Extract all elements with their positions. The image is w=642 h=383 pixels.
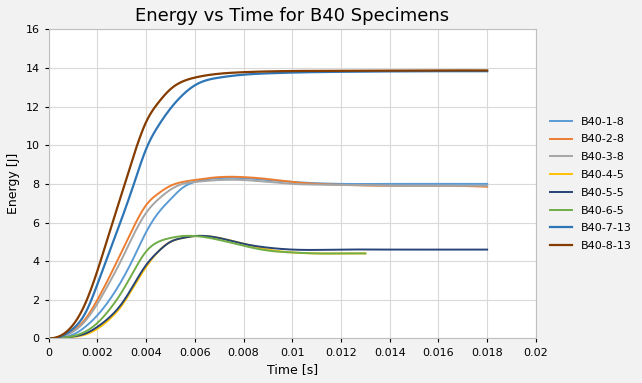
B40-6-5	[83, 329, 91, 333]
B40-3-8	[45, 336, 53, 341]
B40-2-8	[322, 182, 329, 187]
B40-6-5	[170, 235, 178, 239]
Line: B40-3-8: B40-3-8	[49, 180, 487, 339]
B40-1-8	[98, 308, 105, 313]
B40-1-8	[483, 182, 491, 186]
B40-6-5	[148, 244, 156, 248]
B40-5-5	[196, 234, 204, 238]
B40-4-5	[196, 234, 204, 238]
B40-3-8	[483, 183, 491, 188]
B40-1-8	[227, 175, 235, 180]
B40-2-8	[365, 183, 372, 188]
B40-2-8	[98, 290, 105, 295]
B40-2-8	[187, 178, 195, 183]
Y-axis label: Energy [J]: Energy [J]	[7, 153, 20, 214]
B40-1-8	[362, 182, 370, 186]
B40-3-8	[362, 183, 370, 188]
B40-8-13	[361, 69, 369, 73]
Line: B40-1-8: B40-1-8	[49, 178, 487, 339]
B40-7-13	[45, 336, 53, 341]
B40-4-5	[46, 336, 53, 341]
B40-8-13	[218, 71, 226, 76]
B40-2-8	[218, 175, 226, 179]
B40-3-8	[365, 183, 372, 188]
B40-2-8	[362, 183, 370, 188]
B40-7-13	[322, 70, 329, 74]
B40-1-8	[365, 182, 372, 186]
B40-8-13	[45, 336, 53, 341]
B40-1-8	[45, 336, 53, 341]
B40-1-8	[187, 181, 195, 185]
B40-5-5	[323, 247, 331, 252]
B40-7-13	[99, 268, 107, 273]
B40-8-13	[320, 69, 328, 73]
B40-8-13	[363, 69, 371, 73]
B40-2-8	[483, 185, 491, 189]
Line: B40-5-5: B40-5-5	[49, 236, 487, 339]
B40-3-8	[98, 295, 105, 299]
B40-3-8	[218, 178, 226, 182]
B40-2-8	[45, 336, 53, 341]
B40-5-5	[48, 336, 56, 341]
B40-7-13	[189, 84, 196, 89]
B40-5-5	[366, 247, 374, 252]
B40-8-13	[483, 68, 491, 73]
B40-8-13	[98, 256, 105, 260]
B40-6-5	[45, 336, 53, 341]
B40-7-13	[483, 69, 491, 74]
B40-3-8	[227, 177, 235, 182]
B40-7-13	[365, 69, 372, 74]
Line: B40-7-13: B40-7-13	[49, 71, 487, 339]
B40-6-5	[361, 251, 369, 256]
B40-8-13	[187, 76, 195, 81]
B40-3-8	[187, 180, 195, 185]
B40-6-5	[184, 234, 192, 238]
B40-1-8	[322, 181, 329, 186]
B40-4-5	[171, 238, 178, 242]
B40-4-5	[246, 243, 254, 248]
B40-7-13	[459, 69, 467, 74]
Title: Energy vs Time for B40 Specimens: Energy vs Time for B40 Specimens	[135, 7, 449, 25]
B40-5-5	[363, 247, 371, 252]
Line: B40-8-13: B40-8-13	[49, 70, 487, 339]
B40-5-5	[99, 321, 107, 326]
Line: B40-6-5: B40-6-5	[49, 236, 365, 339]
B40-3-8	[322, 182, 329, 187]
Line: B40-4-5: B40-4-5	[49, 236, 365, 339]
Line: B40-2-8: B40-2-8	[49, 177, 487, 339]
B40-5-5	[45, 336, 53, 341]
B40-2-8	[226, 175, 234, 179]
B40-4-5	[277, 249, 284, 254]
B40-7-13	[47, 336, 55, 341]
B40-1-8	[218, 176, 226, 180]
B40-4-5	[361, 251, 369, 256]
B40-4-5	[275, 249, 282, 254]
B40-5-5	[189, 234, 196, 239]
B40-5-5	[483, 247, 491, 252]
B40-7-13	[220, 75, 227, 79]
X-axis label: Time [s]: Time [s]	[266, 363, 318, 376]
B40-4-5	[149, 256, 157, 260]
B40-4-5	[45, 336, 53, 341]
B40-6-5	[276, 249, 284, 254]
B40-6-5	[245, 245, 252, 249]
B40-4-5	[83, 332, 91, 336]
B40-6-5	[274, 249, 282, 254]
B40-7-13	[362, 69, 370, 74]
B40-5-5	[221, 237, 229, 241]
Legend: B40-1-8, B40-2-8, B40-3-8, B40-4-5, B40-5-5, B40-6-5, B40-7-13, B40-8-13: B40-1-8, B40-2-8, B40-3-8, B40-4-5, B40-…	[546, 113, 635, 254]
B40-8-13	[460, 68, 468, 73]
